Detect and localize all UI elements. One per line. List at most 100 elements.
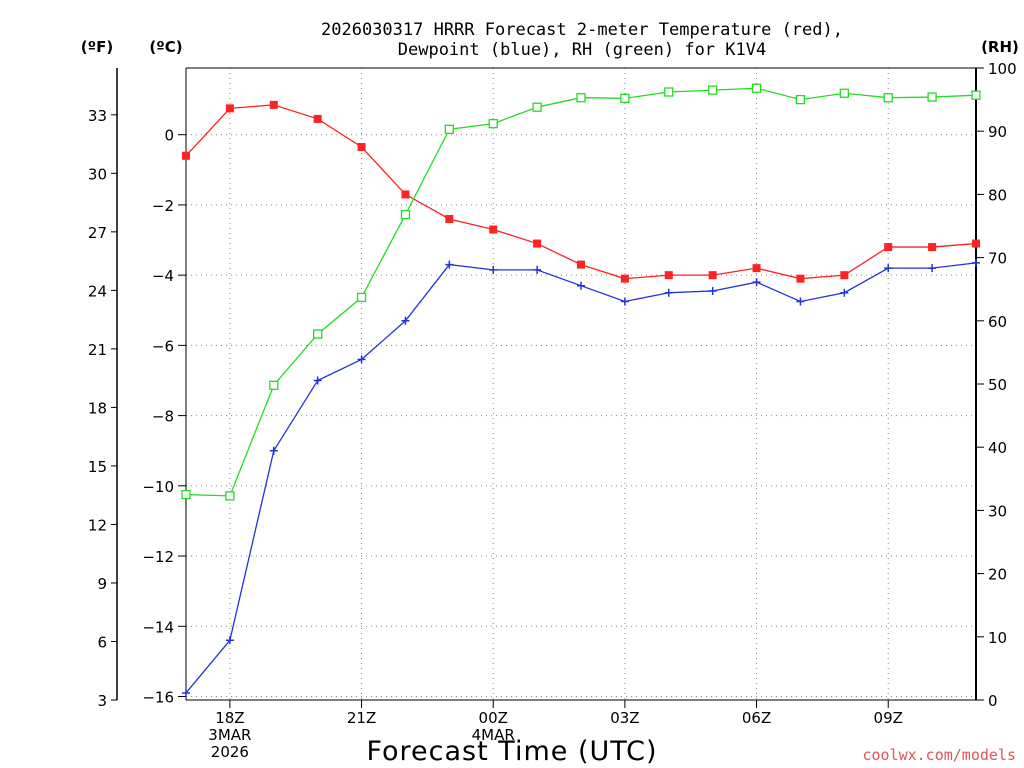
data-point (444, 124, 454, 134)
fahrenheit-tick-label: 27 (88, 224, 107, 242)
fahrenheit-tick-label: 33 (88, 107, 107, 125)
fahrenheit-tick-label: 18 (88, 399, 107, 417)
x-tick-label: 06Z (742, 709, 771, 727)
data-series (181, 83, 981, 697)
data-point (708, 85, 718, 95)
data-point (225, 491, 235, 501)
rh-tick-label: 20 (988, 566, 1007, 584)
data-point (225, 104, 234, 113)
fahrenheit-tick-label: 12 (88, 516, 107, 534)
celsius-tick-label: −16 (142, 688, 174, 706)
x-tick-label: 00Z (479, 709, 508, 727)
data-point (840, 288, 849, 297)
data-point (972, 258, 980, 267)
data-point (839, 88, 849, 98)
data-point (533, 265, 542, 274)
fahrenheit-tick-label: 21 (88, 341, 107, 359)
x-tick-label: 3MAR (208, 726, 251, 744)
axes (111, 67, 984, 708)
data-point (356, 292, 367, 303)
fahrenheit-tick-label: 24 (88, 282, 107, 300)
celsius-tick-label: 0 (164, 127, 174, 145)
data-point (708, 286, 717, 295)
rh-tick-label: 70 (988, 250, 1007, 268)
celsius-tick-label: −2 (152, 197, 174, 215)
data-point (884, 264, 893, 273)
data-point (488, 118, 498, 129)
data-point (620, 297, 629, 306)
data-point (182, 688, 190, 697)
data-point (532, 102, 542, 112)
data-point (840, 271, 849, 280)
series-line (185, 262, 977, 694)
data-point (796, 297, 805, 306)
data-point (313, 114, 322, 123)
celsius-tick-label: −4 (152, 267, 174, 285)
rh-tick-label: 50 (988, 376, 1007, 394)
data-point (357, 355, 366, 364)
data-point (752, 278, 761, 287)
data-point (313, 329, 323, 339)
fahrenheit-tick-label: 3 (97, 692, 107, 710)
data-point (620, 93, 630, 103)
x-tick-label: 2026 (211, 743, 249, 761)
x-tick-label: 4MAR (472, 726, 515, 744)
series-open-square (181, 83, 981, 501)
x-tick-label: 09Z (874, 709, 903, 727)
data-point (489, 225, 498, 234)
credit-text: coolwx.com/models (862, 746, 1016, 764)
celsius-axis-unit: (ºC) (149, 38, 182, 56)
rh-tick-label: 10 (988, 629, 1007, 647)
series-line (185, 87, 977, 497)
data-point (883, 93, 893, 103)
x-tick-label: 18Z (215, 709, 244, 727)
fahrenheit-tick-label: 30 (88, 165, 107, 183)
data-point (795, 94, 806, 105)
data-point (796, 274, 805, 283)
data-point (533, 239, 542, 248)
data-point (401, 316, 410, 325)
rh-tick-label: 60 (988, 313, 1007, 331)
data-point (445, 260, 454, 269)
data-point (489, 265, 498, 274)
data-point (708, 271, 717, 280)
data-point (751, 83, 762, 93)
data-point (225, 636, 234, 645)
data-point (664, 288, 673, 297)
data-point (576, 93, 586, 103)
data-point (400, 209, 411, 220)
data-point (401, 190, 410, 199)
celsius-tick-label: −14 (142, 618, 174, 636)
gridlines (186, 68, 976, 700)
fahrenheit-axis-unit: (ºF) (81, 38, 113, 56)
celsius-tick-label: −8 (152, 408, 174, 426)
data-point (577, 260, 585, 269)
rh-tick-label: 80 (988, 186, 1007, 204)
data-point (269, 100, 278, 109)
data-point (927, 92, 937, 102)
series-filled-square (182, 100, 980, 283)
celsius-tick-label: −12 (142, 548, 174, 566)
data-point (269, 380, 279, 390)
chart-title-line-2: Dewpoint (blue), RH (green) for K1V4 (398, 40, 766, 60)
data-point (181, 489, 191, 500)
data-point (577, 281, 585, 290)
data-point (313, 376, 322, 385)
rh-tick-label: 90 (988, 123, 1007, 141)
data-point (620, 274, 629, 283)
tick-labels: 0−2−4−6−8−10−12−14−163330272421181512963… (88, 60, 1017, 761)
data-point (664, 87, 674, 97)
celsius-tick-label: −10 (142, 478, 174, 496)
data-point (664, 271, 673, 280)
data-point (928, 264, 937, 273)
x-tick-label: 03Z (610, 709, 639, 727)
chart-title-line-1: 2026030317 HRRR Forecast 2-meter Tempera… (321, 20, 843, 40)
data-point (357, 143, 366, 151)
data-point (182, 151, 190, 160)
x-axis-label: Forecast Time (UTC) (366, 736, 657, 767)
rh-tick-label: 40 (988, 439, 1007, 457)
rh-tick-label: 100 (988, 60, 1017, 78)
series-plus (182, 258, 980, 697)
data-point (884, 243, 893, 252)
data-point (928, 243, 937, 252)
